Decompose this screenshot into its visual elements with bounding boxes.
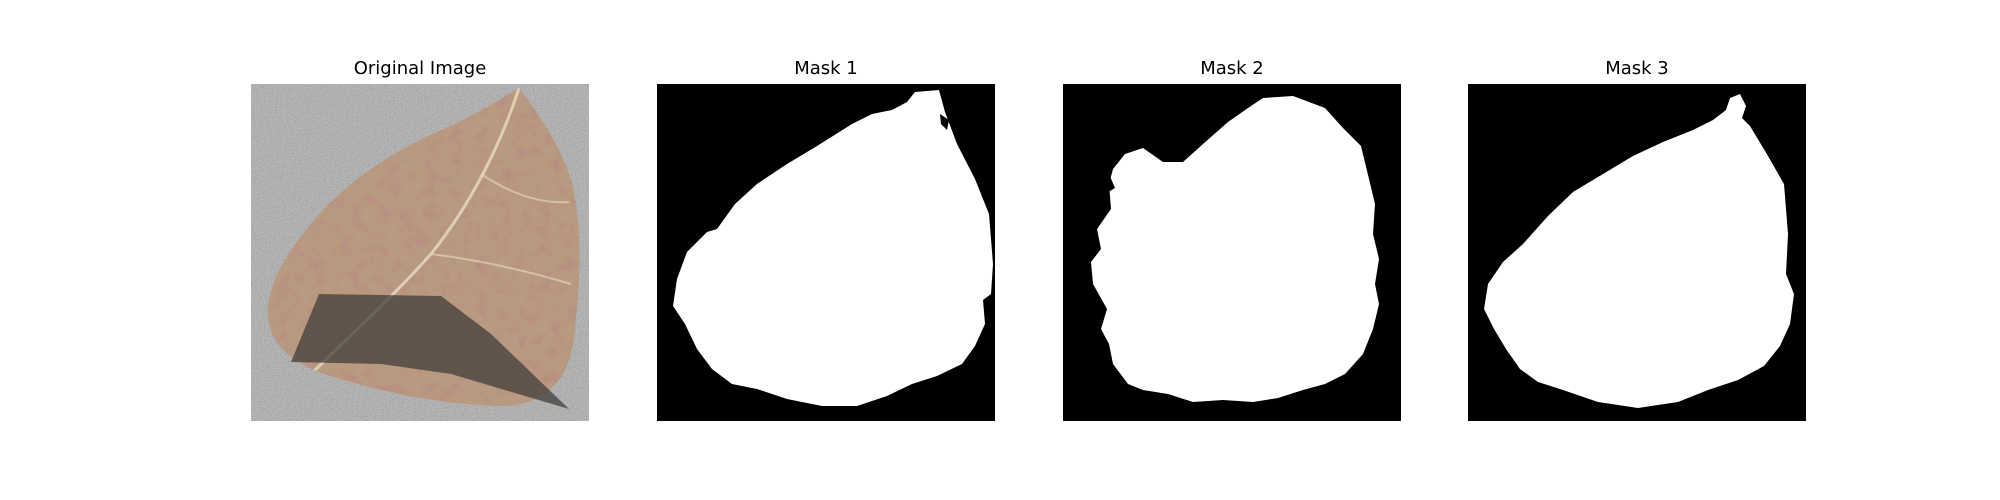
mask-2-graphic [1063, 84, 1401, 421]
leaf-photo-graphic [251, 84, 589, 421]
mask-3-image [1468, 84, 1806, 421]
mask-2-image [1063, 84, 1401, 421]
shadow-shape [291, 294, 569, 409]
mask-1-image [657, 84, 995, 421]
panel-mask-1: Mask 1 [657, 0, 995, 500]
mask-1-graphic [657, 84, 995, 421]
panel-title: Mask 3 [1605, 58, 1669, 79]
panel-original-image: Original Image [251, 0, 589, 500]
panel-title: Mask 2 [1200, 58, 1264, 79]
mask-3-graphic [1468, 84, 1806, 421]
leaf-photo [251, 84, 589, 421]
panel-mask-2: Mask 2 [1063, 0, 1401, 500]
panel-mask-3: Mask 3 [1468, 0, 1806, 500]
panel-title: Mask 1 [794, 58, 858, 79]
panel-title: Original Image [353, 58, 487, 79]
